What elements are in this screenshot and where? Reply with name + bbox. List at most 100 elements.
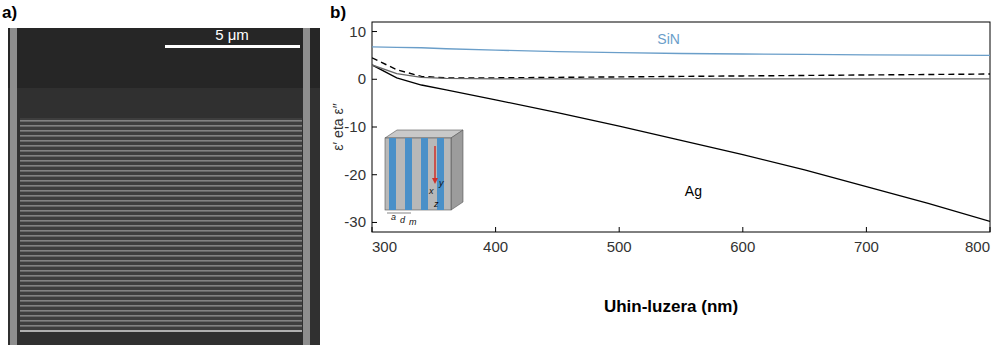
x-axis-label: Uhin-luzera (nm) (604, 297, 738, 316)
grating-stripe (20, 195, 302, 197)
grating-stripe (20, 230, 302, 232)
x-tick (866, 227, 867, 232)
grating-stripe (20, 200, 302, 202)
grating-stripe (20, 250, 302, 252)
grating-stripe (20, 175, 302, 177)
grating-stripe (20, 270, 302, 272)
sem-image (8, 28, 320, 345)
grating-stripe (20, 215, 302, 217)
y-tick (372, 174, 377, 175)
inset-layer (389, 138, 396, 210)
inset-label: m (409, 217, 417, 227)
grating-stripe (20, 285, 302, 287)
series-line (372, 58, 990, 78)
grating-stripe (20, 135, 302, 137)
grating-stripe (20, 255, 302, 257)
grating-stripe (20, 140, 302, 142)
inset: adm xy z (385, 130, 463, 227)
inset-layer (421, 138, 428, 210)
scale-bar (165, 45, 300, 48)
scale-bar-label: 5 μm (215, 26, 249, 43)
grating-stripe (20, 220, 302, 222)
panel-a: 5 μm a) (2, 3, 320, 345)
x-tick (742, 227, 743, 232)
x-tick-label: 300 (372, 238, 397, 255)
grating-stripe (20, 275, 302, 277)
inset-side (451, 130, 463, 210)
grating-stripe (20, 280, 302, 282)
grating-stripe (20, 125, 302, 127)
grating-stripe (20, 120, 302, 122)
grating-stripe (20, 185, 302, 187)
x-tick (495, 227, 496, 232)
grating-stripe (20, 160, 302, 162)
x-tick-label: 800 (965, 238, 990, 255)
inset-front (385, 138, 451, 210)
y-tick (372, 222, 377, 223)
y-tick (372, 127, 377, 128)
x-tick-label: 600 (730, 238, 755, 255)
panel-label: a) (2, 3, 17, 22)
y-axis-label: ε′ eta ε″ (330, 103, 346, 150)
grating-stripe (20, 225, 302, 227)
series-line (372, 65, 990, 222)
grating-stripe (20, 240, 302, 242)
grating-stripe (20, 265, 302, 267)
inset-arrowhead (432, 178, 438, 184)
inset-layer (405, 138, 412, 210)
x-tick-label: 400 (483, 238, 508, 255)
x-tick (990, 227, 991, 232)
grating-stripe (20, 305, 302, 307)
inset-arrow (434, 146, 436, 180)
grating-stripe (20, 290, 302, 292)
panel-b: b) 300 400 500 600 700 800 -30 -20 -10 0 10 Uhin-luz… (330, 3, 990, 316)
grating-stripe (20, 145, 302, 147)
grating-stripe (20, 150, 302, 152)
series-line (372, 47, 990, 56)
grating-stripe (20, 295, 302, 297)
series-line (372, 65, 990, 79)
y-tick-label: -10 (344, 118, 366, 135)
inset-label: z (433, 199, 439, 209)
y-tick-label: -20 (344, 166, 366, 183)
grating-stripe (20, 260, 302, 262)
grating-stripe (20, 245, 302, 247)
x-tick-label: 700 (854, 238, 879, 255)
grating-stripe (20, 130, 302, 132)
grating-area (20, 118, 302, 330)
panel-label: b) (330, 3, 346, 22)
grating-stripe (20, 310, 302, 312)
grating-stripe (20, 210, 302, 212)
inset-label: x (428, 186, 434, 196)
grating-stripe (20, 205, 302, 207)
y-tick-label: -30 (344, 213, 366, 230)
inset-label: d (400, 215, 406, 225)
plot-lines (372, 47, 990, 222)
grating-stripe (20, 325, 302, 327)
x-tick-label: 500 (607, 238, 632, 255)
grating-stripe (20, 315, 302, 317)
y-tick (372, 31, 377, 32)
y-tick-label: 0 (358, 70, 366, 87)
grating-stripe (20, 190, 302, 192)
grating-stripe (20, 300, 302, 302)
grating-stripe (20, 170, 302, 172)
figure: 5 μm a) b) 300 400 500 600 700 800 -30 -20 -10 0 10 Uh… (0, 0, 1008, 345)
line-label: SiN (657, 31, 680, 47)
inset-top (385, 130, 463, 138)
grating-stripe (20, 320, 302, 322)
x-tick (372, 227, 373, 232)
sem-edge (303, 28, 310, 345)
inset-label: a (391, 212, 396, 222)
grating-stripe (20, 155, 302, 157)
x-tick (619, 227, 620, 232)
grating-stripe (20, 180, 302, 182)
plot-frame (372, 22, 990, 232)
grating-stripe (20, 235, 302, 237)
y-tick-label: 10 (349, 23, 366, 40)
grating-edge (20, 330, 302, 332)
grating-stripe (20, 165, 302, 167)
y-tick (372, 79, 377, 80)
inset-dim (387, 213, 411, 214)
inset-label: y (438, 178, 444, 188)
